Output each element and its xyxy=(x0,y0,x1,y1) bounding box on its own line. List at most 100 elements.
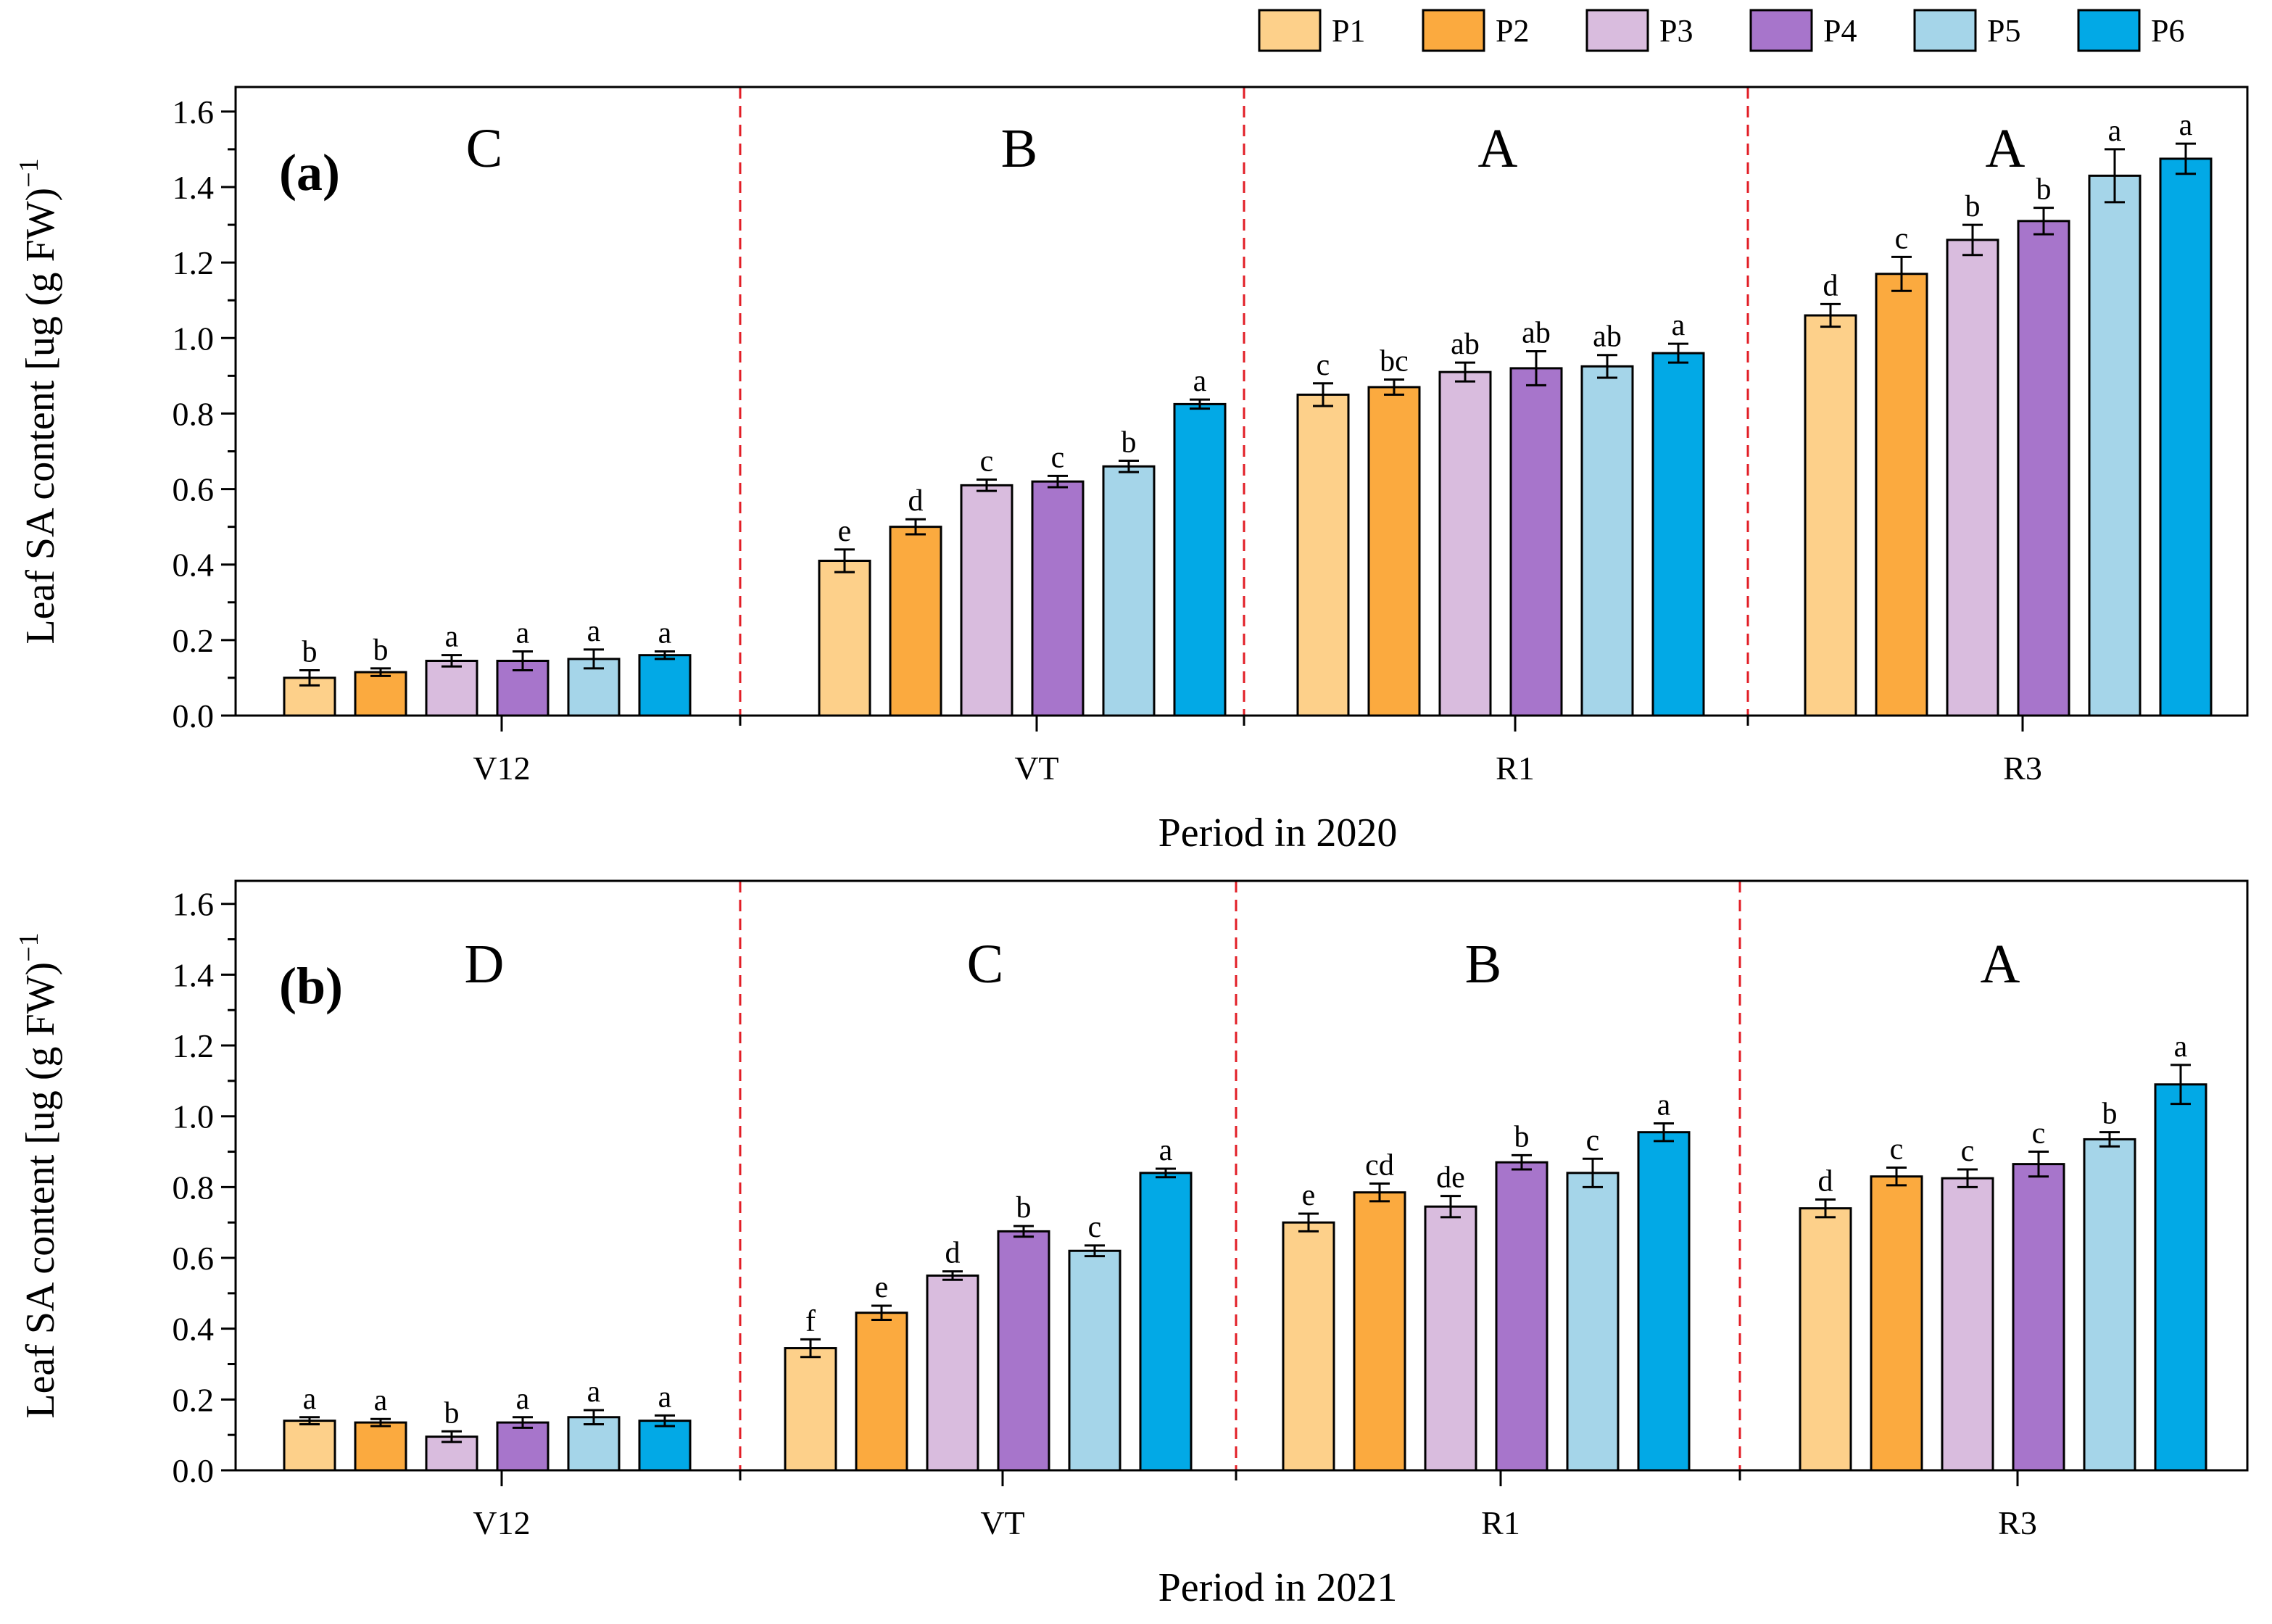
legend-label-p4: P4 xyxy=(1823,13,1857,49)
legend-item-p1: P1 xyxy=(1258,9,1365,52)
bar-p6 xyxy=(1173,402,1227,717)
bar-p2 xyxy=(1870,1175,1923,1472)
y-tick-label: 0.8 xyxy=(173,1169,215,1206)
panel-a: b b a a a a C V12 e d c c b a B VT c bc ab ab ab a A R1 d c b b a a A R… xyxy=(14,86,2249,856)
legend-item-p3: P3 xyxy=(1585,9,1693,52)
bar-p6 xyxy=(1637,1131,1691,1472)
category-label: VT xyxy=(980,1504,1024,1541)
significance-letter: b xyxy=(1514,1120,1530,1153)
plot-frame xyxy=(234,86,2249,717)
group-letter: A xyxy=(1981,934,2020,995)
y-tick-label: 1.4 xyxy=(173,169,215,206)
y-tick-label: 0.4 xyxy=(173,547,215,584)
significance-letter: b xyxy=(2102,1098,2118,1131)
panel-label: (b) xyxy=(279,957,343,1015)
y-axis-title: Leaf SA content [ug (g FW)−1 xyxy=(14,932,63,1418)
y-axis-title: Leaf SA content [ug (g FW)−1 xyxy=(14,158,63,644)
bar-p3 xyxy=(1941,1177,1994,1472)
bar-p4 xyxy=(997,1230,1050,1472)
group-letter: C xyxy=(466,118,503,179)
significance-letter: a xyxy=(374,1384,388,1417)
bar-p2 xyxy=(354,671,407,717)
x-axis-title: Period in 2020 xyxy=(1158,811,1398,856)
y-axis-title-superscript: −1 xyxy=(14,158,44,187)
bar-p5 xyxy=(1068,1249,1122,1472)
significance-letter: b xyxy=(1122,426,1137,460)
legend-label-p6: P6 xyxy=(2151,13,2184,49)
bar-p2 xyxy=(1875,273,1928,717)
category-label: R3 xyxy=(2003,750,2042,787)
significance-letter: ab xyxy=(1522,317,1551,350)
bar-p1 xyxy=(1799,1207,1852,1472)
legend-label-p2: P2 xyxy=(1496,13,1529,49)
bar-p4 xyxy=(2012,1163,2065,1472)
y-axis-title-main: Leaf SA content [ug (g FW) xyxy=(18,962,63,1419)
y-tick-label: 1.0 xyxy=(173,1098,215,1135)
y-axis-title-main: Leaf SA content [ug (g FW) xyxy=(18,188,63,645)
legend-item-p2: P2 xyxy=(1422,9,1529,52)
significance-letter: d xyxy=(945,1237,961,1270)
bar-p6 xyxy=(638,654,692,717)
legend-item-p5: P5 xyxy=(1913,9,2020,52)
legend-swatch-p5 xyxy=(1913,9,1977,52)
bar-p6 xyxy=(1651,352,1705,717)
y-tick-label: 0.2 xyxy=(173,622,215,659)
legend-label-p1: P1 xyxy=(1332,13,1365,49)
legend: P1 P2 P3 P4 P5 P6 xyxy=(1258,9,2184,52)
y-tick-label: 0.6 xyxy=(173,1240,215,1277)
y-tick-label: 1.6 xyxy=(173,886,215,923)
bar-p4 xyxy=(496,1421,550,1472)
significance-letter: a xyxy=(1672,309,1686,342)
bar-p2 xyxy=(889,526,942,717)
bar-p1 xyxy=(818,560,871,717)
y-axis-title-superscript: −1 xyxy=(14,932,44,961)
bar-p6 xyxy=(1139,1172,1193,1472)
bar-p2 xyxy=(855,1312,908,1472)
category-label: VT xyxy=(1014,750,1058,787)
bar-p2 xyxy=(354,1421,407,1472)
y-tick-label: 0.2 xyxy=(173,1381,215,1418)
significance-letter: ab xyxy=(1451,328,1480,361)
significance-letter: c xyxy=(1051,441,1065,474)
category-label: R1 xyxy=(1481,1504,1520,1541)
y-tick-label: 0.0 xyxy=(173,1452,215,1489)
y-tick-label: 0.6 xyxy=(173,471,215,508)
significance-letter: ab xyxy=(1593,320,1622,354)
category-label: V12 xyxy=(473,1504,530,1541)
significance-letter: e xyxy=(1302,1179,1316,1212)
significance-letter: c xyxy=(1890,1133,1904,1167)
significance-letter: b xyxy=(302,636,318,669)
significance-letter: a xyxy=(2108,115,2122,148)
significance-letter: f xyxy=(805,1304,816,1338)
significance-letter: a xyxy=(516,616,530,650)
y-tick-label: 1.2 xyxy=(173,244,215,281)
significance-letter: a xyxy=(2174,1030,2188,1064)
significance-letter: a xyxy=(516,1383,530,1416)
category-label: R1 xyxy=(1496,750,1535,787)
significance-letter: c xyxy=(1586,1124,1600,1157)
legend-swatch-p3 xyxy=(1585,9,1649,52)
category-label: R3 xyxy=(1998,1504,2037,1541)
bar-p3 xyxy=(425,659,478,717)
significance-letter: c xyxy=(980,445,994,478)
bar-p5 xyxy=(1102,465,1156,717)
bar-p3 xyxy=(960,484,1013,717)
panel-b: a a b a a a D V12 f e d b c a C VT e cd de b c a B R1 d c c c b a A R3 0… xyxy=(14,879,2249,1610)
significance-letter: a xyxy=(2179,109,2193,142)
significance-letter: b xyxy=(1016,1191,1032,1225)
bar-p4 xyxy=(2017,220,2070,717)
significance-letter: d xyxy=(908,484,924,518)
significance-letter: a xyxy=(303,1383,317,1416)
significance-letter: c xyxy=(2032,1117,2046,1151)
legend-swatch-p1 xyxy=(1258,9,1322,52)
legend-label-p5: P5 xyxy=(1987,13,2020,49)
significance-letter: b xyxy=(444,1396,460,1430)
significance-letter: a xyxy=(658,616,672,650)
bar-p1 xyxy=(283,1420,336,1472)
significance-letter: cd xyxy=(1365,1148,1394,1182)
y-tick-label: 1.6 xyxy=(173,94,215,130)
significance-letter: d xyxy=(1823,269,1838,302)
legend-swatch-p6 xyxy=(2077,9,2141,52)
y-tick-label: 0.0 xyxy=(173,697,215,734)
